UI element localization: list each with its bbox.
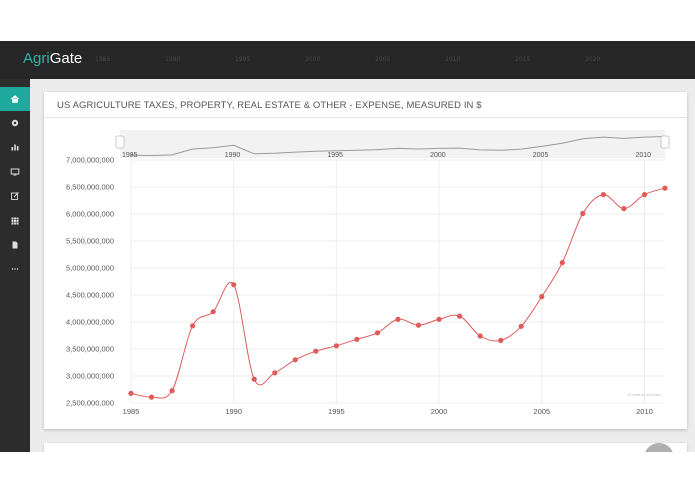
navigator-handle-left[interactable]	[115, 135, 125, 149]
data-point[interactable]	[231, 282, 237, 288]
data-point[interactable]	[539, 294, 545, 300]
data-point[interactable]	[148, 394, 155, 400]
data-point[interactable]	[641, 192, 648, 198]
navigator-tick-label: 1995	[327, 152, 343, 159]
y-tick-label: 5,500,000,000	[66, 237, 114, 246]
data-point[interactable]	[415, 322, 422, 328]
x-tick-label: 2005	[533, 407, 550, 416]
scroll-to-top-button[interactable]	[644, 443, 674, 452]
x-tick-label: 1995	[328, 407, 345, 416]
y-tick-label: 4,000,000,000	[66, 318, 114, 327]
app-window: 1985 1990 1995 2000 2005 2010 2015 2020 AgriGat…	[0, 41, 695, 452]
x-tick-label: 2010	[636, 407, 653, 416]
topbar-year-label: 1990	[165, 56, 181, 63]
data-point[interactable]	[354, 336, 360, 342]
topbar-year-label: 2020	[585, 56, 601, 63]
data-point[interactable]	[272, 370, 278, 376]
topbar-year-label: 2015	[515, 56, 531, 63]
data-point[interactable]	[210, 309, 216, 315]
navigator-handle-right[interactable]	[660, 135, 670, 149]
topbar-year-label: 1995	[235, 56, 251, 63]
data-point[interactable]	[313, 348, 319, 354]
data-point[interactable]	[477, 333, 483, 339]
y-tick-label: 6,000,000,000	[66, 210, 114, 219]
data-point[interactable]	[374, 330, 381, 336]
topbar-year-label: 2010	[445, 56, 461, 63]
navigator-tick-label: 1985	[122, 152, 138, 159]
data-point[interactable]	[436, 316, 442, 322]
y-tick-label: 6,500,000,000	[66, 183, 114, 192]
data-point[interactable]	[518, 323, 524, 329]
topbar-year-scale: 1985 1990 1995 2000 2005 2010 2015 2020	[0, 41, 695, 79]
data-point[interactable]	[600, 192, 607, 198]
y-tick-label: 4,500,000,000	[66, 291, 114, 300]
data-point[interactable]	[662, 185, 668, 191]
sidebar-item-edit[interactable]	[0, 184, 30, 208]
sidebar	[0, 79, 30, 452]
brand-agri: Agri	[23, 50, 50, 67]
bar-chart-icon	[11, 144, 19, 151]
data-point[interactable]	[128, 390, 134, 396]
series-line	[130, 187, 666, 399]
navigator-series-line	[130, 136, 666, 157]
data-point[interactable]	[333, 343, 339, 349]
y-tick-label: 3,000,000,000	[66, 372, 114, 381]
topbar-year-label: 2000	[305, 56, 321, 63]
edit-icon	[11, 192, 19, 200]
line-chart[interactable]: 1985 1990 1995 2000 2005 2010 2,500,000,000 3,0…	[44, 92, 687, 429]
data-point[interactable]	[498, 337, 504, 343]
navigator-tick-label: 2010	[635, 152, 651, 159]
sidebar-item-charts[interactable]	[0, 135, 30, 159]
navigator-tick-label: 1990	[225, 152, 241, 159]
data-point[interactable]	[457, 313, 463, 319]
data-point[interactable]	[251, 376, 257, 382]
monitor-icon	[10, 168, 20, 176]
y-tick-label: 5,000,000,000	[66, 264, 114, 273]
more-icon	[11, 268, 19, 270]
y-tick-label: 3,500,000,000	[66, 345, 114, 354]
y-tick-label: 2,500,000,000	[66, 399, 114, 408]
top-bar: 1985 1990 1995 2000 2005 2010 2015 2020 AgriGat…	[0, 41, 695, 79]
sidebar-item-settings[interactable]	[0, 111, 30, 135]
data-point[interactable]	[190, 323, 196, 329]
brand-gate: Gate	[49, 50, 83, 67]
data-point[interactable]	[169, 388, 175, 394]
data-point[interactable]	[559, 260, 565, 266]
document-icon	[12, 241, 18, 249]
navigator-band	[120, 130, 665, 158]
secondary-card	[44, 443, 687, 452]
chart-card-title: US AGRICULTURE TAXES, PROPERTY, REAL EST…	[57, 100, 482, 111]
sidebar-item-grid[interactable]	[0, 209, 30, 233]
data-point[interactable]	[621, 206, 627, 212]
sidebar-item-more[interactable]	[0, 257, 30, 281]
chart-credits: JS chart by amCharts	[627, 393, 661, 397]
x-tick-label: 2000	[431, 407, 448, 416]
y-tick-label: 7,000,000,000	[66, 156, 114, 165]
topbar-year-label: 2005	[375, 56, 391, 63]
topbar-year-label: 1985	[95, 56, 111, 63]
home-icon	[10, 95, 20, 103]
data-point[interactable]	[292, 357, 298, 363]
data-point[interactable]	[580, 210, 586, 217]
app-logo[interactable]: AgriGate	[23, 50, 82, 67]
grid-icon	[11, 217, 19, 225]
card-divider	[44, 117, 687, 118]
sidebar-item-display[interactable]	[0, 160, 30, 184]
sidebar-item-home[interactable]	[0, 87, 30, 111]
sidebar-item-documents[interactable]	[0, 233, 30, 257]
gear-icon	[11, 119, 19, 127]
navigator-tick-label: 2005	[533, 152, 549, 159]
x-tick-label: 1990	[225, 407, 242, 416]
chart-card: US AGRICULTURE TAXES, PROPERTY, REAL EST…	[44, 92, 687, 429]
navigator-tick-label: 2000	[430, 152, 446, 159]
x-tick-label: 1985	[123, 407, 140, 416]
data-point[interactable]	[395, 316, 401, 322]
